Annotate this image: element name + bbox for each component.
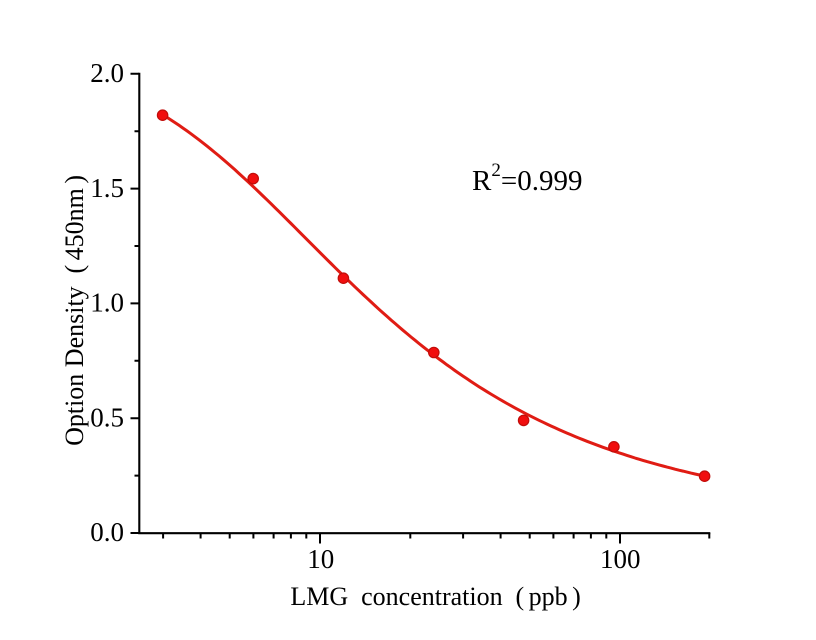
svg-text:100: 100	[600, 544, 641, 574]
svg-text:0.0: 0.0	[90, 517, 124, 547]
svg-text:0.5: 0.5	[90, 402, 124, 432]
svg-text:2.0: 2.0	[90, 58, 124, 88]
svg-text:10: 10	[307, 544, 334, 574]
svg-text:1.0: 1.0	[90, 288, 124, 318]
svg-text:1.5: 1.5	[90, 173, 124, 203]
